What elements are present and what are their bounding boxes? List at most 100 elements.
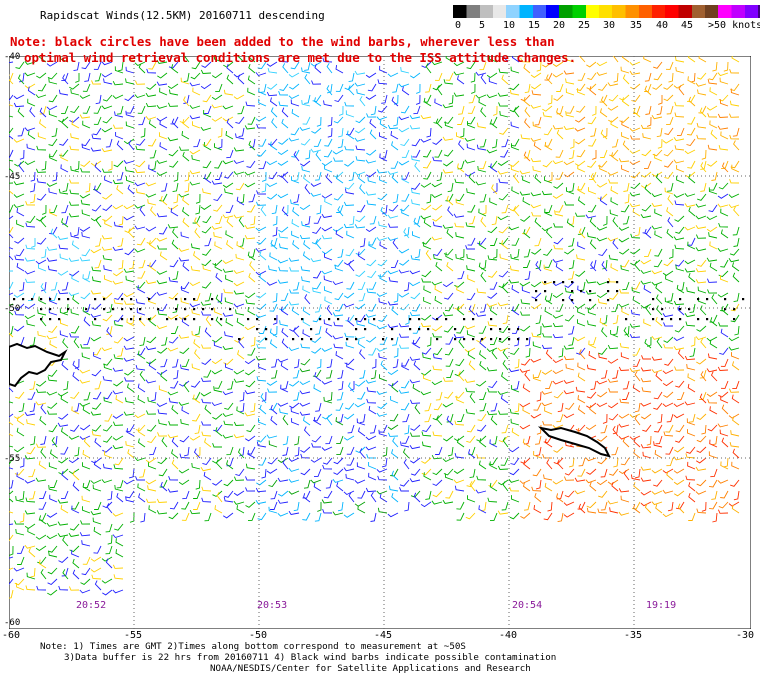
wind-barb <box>9 190 14 195</box>
wind-barb <box>697 89 707 96</box>
wind-barb <box>674 101 685 107</box>
wind-barb <box>431 236 443 241</box>
wind-barb <box>137 395 146 404</box>
wind-barb <box>482 205 487 215</box>
wind-barb <box>124 248 135 256</box>
wind-barb <box>200 391 212 397</box>
wind-barb <box>712 61 718 72</box>
wind-barb <box>717 113 729 118</box>
wind-barb <box>552 314 564 319</box>
wind-barb <box>700 182 707 192</box>
wind-barb <box>487 497 498 503</box>
wind-barb <box>158 419 168 426</box>
wind-barb <box>655 316 663 327</box>
wind-barb <box>292 207 300 217</box>
wind-barb <box>457 116 465 125</box>
wind-barb <box>202 160 212 169</box>
wind-barb <box>343 435 355 441</box>
wind-barb <box>304 183 311 195</box>
wind-barb <box>147 435 157 444</box>
wind-barb <box>233 303 245 308</box>
wind-barb <box>326 358 333 369</box>
wind-barb <box>534 369 542 378</box>
wind-barb <box>288 72 300 78</box>
wind-barb <box>101 168 113 173</box>
wind-barb <box>123 336 135 342</box>
wind-barb <box>59 253 69 261</box>
wind-barb <box>630 171 641 179</box>
wind-barb <box>491 349 498 360</box>
wind-barb <box>270 237 278 247</box>
wind-barb <box>92 347 102 356</box>
wind-barb <box>159 120 168 129</box>
wind-barb <box>519 191 531 196</box>
wind-barb <box>224 402 234 410</box>
wind-barb <box>675 380 685 388</box>
wind-barb <box>349 215 355 226</box>
wind-barb <box>402 413 410 423</box>
wind-barb <box>36 237 47 245</box>
wind-barb <box>632 347 641 356</box>
legend-label: 15 <box>528 20 541 31</box>
wind-barb <box>247 446 256 455</box>
wind-barb <box>90 313 102 318</box>
wind-barb <box>446 369 454 379</box>
wind-barb <box>731 394 740 404</box>
wind-barb <box>553 244 564 250</box>
wind-barb <box>322 508 333 514</box>
wind-barb <box>552 292 564 299</box>
contamination-marker <box>247 318 250 321</box>
wind-barb <box>663 259 674 267</box>
wind-barb <box>72 371 80 382</box>
wind-barb <box>167 488 179 493</box>
wind-barb <box>222 182 234 188</box>
wind-barb <box>136 237 146 246</box>
wind-barb <box>696 358 707 365</box>
wind-barb <box>79 226 91 232</box>
wind-barb <box>497 465 509 470</box>
wind-barb <box>376 490 388 495</box>
wind-barb <box>237 74 245 85</box>
wind-barb <box>673 402 685 408</box>
wind-barb <box>183 446 190 457</box>
wind-barb <box>49 340 58 349</box>
wind-barb <box>710 468 718 478</box>
wind-barb <box>94 580 102 591</box>
wind-barb <box>443 292 454 300</box>
wind-barb <box>16 416 25 426</box>
wind-barb <box>442 160 454 167</box>
wind-barb <box>49 494 58 503</box>
wind-barb <box>629 149 641 154</box>
wind-barb <box>431 314 443 321</box>
wind-barb <box>79 94 91 99</box>
wind-barb <box>336 446 344 456</box>
wind-barb <box>556 105 564 115</box>
wind-barb <box>233 281 245 287</box>
wind-barb <box>695 82 707 87</box>
wind-barb <box>365 171 377 178</box>
wind-barb <box>289 289 300 294</box>
wind-barb <box>354 224 366 229</box>
wind-barb <box>509 265 520 272</box>
wind-barb <box>71 120 80 129</box>
wind-barb <box>454 485 465 492</box>
wind-barb <box>71 501 80 510</box>
wind-barb <box>168 292 179 300</box>
wind-barb <box>399 259 410 266</box>
wind-barb <box>193 490 201 499</box>
wind-barb <box>555 303 564 312</box>
contamination-marker <box>22 298 25 301</box>
wind-barb <box>381 457 388 468</box>
wind-barb <box>61 281 69 291</box>
wind-barb <box>497 160 509 166</box>
wind-barb <box>357 339 366 349</box>
wind-barb <box>81 567 91 576</box>
wind-barb <box>445 358 454 367</box>
wind-barb <box>420 322 432 328</box>
wind-barb <box>479 402 487 412</box>
wind-barb <box>332 312 344 317</box>
wind-barb <box>488 77 498 85</box>
wind-barb <box>245 463 256 470</box>
wind-barb <box>499 325 509 334</box>
wind-barb <box>486 367 498 372</box>
